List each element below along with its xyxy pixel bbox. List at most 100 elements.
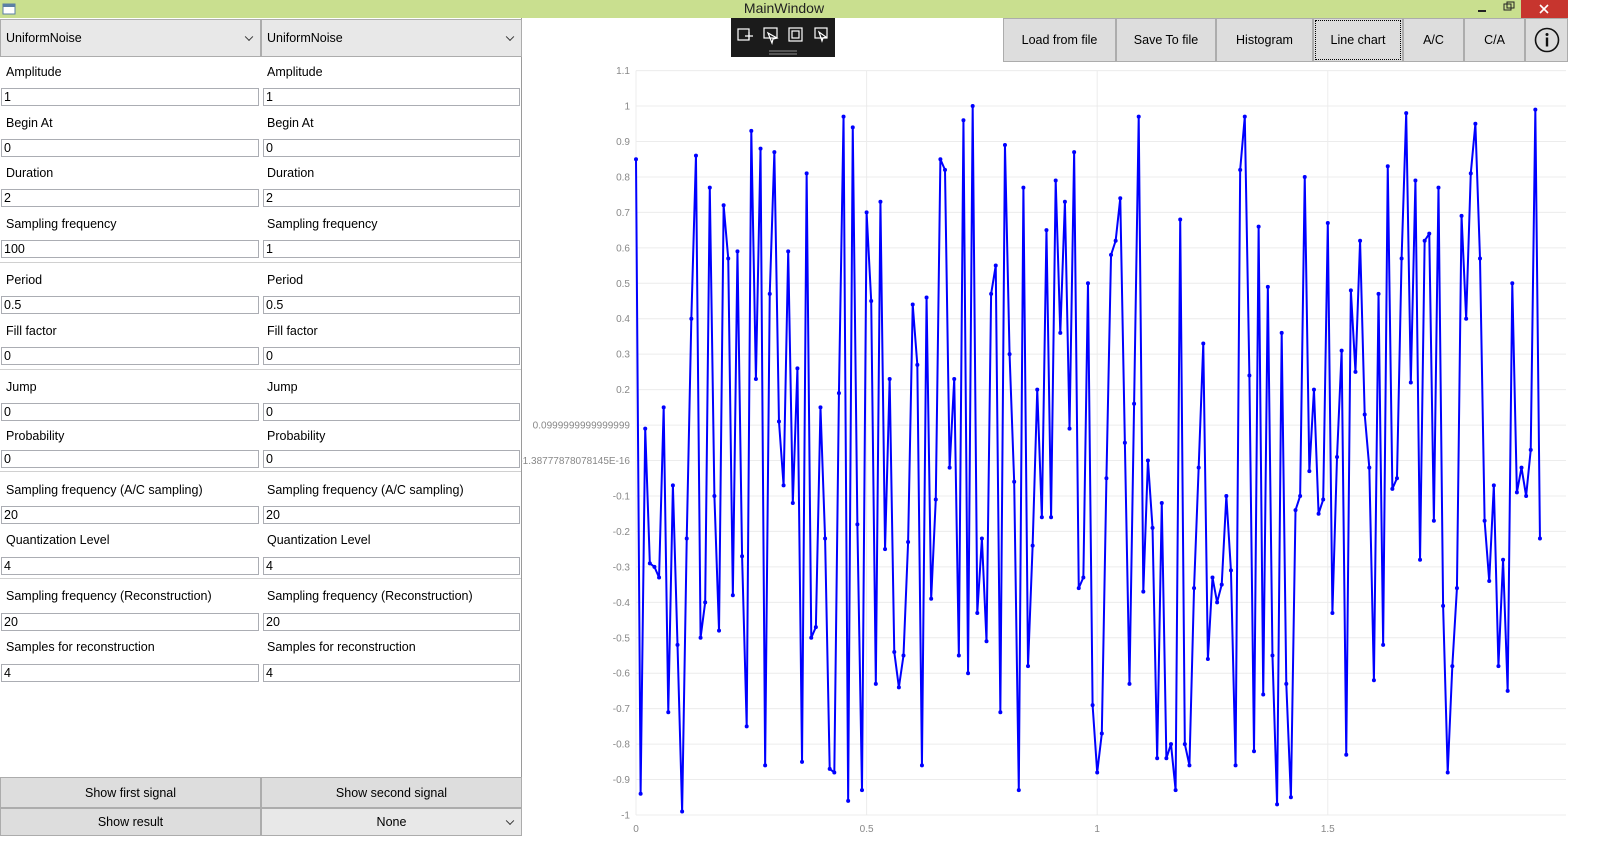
field-input[interactable]: 2 <box>1 189 259 207</box>
data-point <box>1528 447 1533 452</box>
data-point <box>740 554 745 559</box>
field-input[interactable]: 1 <box>263 240 520 258</box>
data-point <box>1344 752 1349 757</box>
field-label: Jump <box>267 380 298 394</box>
field-input[interactable]: 4 <box>263 664 520 682</box>
data-point <box>1026 664 1031 669</box>
data-point <box>666 710 671 715</box>
field-input[interactable]: 2 <box>263 189 520 207</box>
data-point <box>823 536 828 541</box>
field-label: Sampling frequency (Reconstruction) <box>6 589 212 603</box>
data-point <box>846 798 851 803</box>
y-tick-label: -1 <box>621 811 630 822</box>
data-point <box>1035 387 1040 392</box>
data-point <box>883 547 888 552</box>
field-input[interactable]: 20 <box>263 613 520 631</box>
toolbar-button[interactable]: A/C <box>1403 18 1464 62</box>
data-point <box>1252 749 1257 754</box>
field-input[interactable]: 0 <box>263 450 520 468</box>
operation-select[interactable]: None <box>261 808 522 836</box>
data-point <box>1537 536 1542 541</box>
y-tick-label: 0.5 <box>616 279 630 290</box>
field-input[interactable]: 1 <box>263 88 520 106</box>
field-input[interactable]: 4 <box>1 557 259 575</box>
data-point <box>1238 167 1243 172</box>
data-point <box>634 157 638 162</box>
data-point <box>1145 458 1150 463</box>
data-point <box>938 157 943 162</box>
x-tick-label: 1 <box>1094 824 1100 835</box>
data-point <box>892 649 897 654</box>
field-input[interactable]: 0 <box>1 403 259 421</box>
data-point <box>1325 221 1330 226</box>
data-point <box>1168 742 1173 747</box>
data-point <box>998 710 1003 715</box>
data-point <box>1039 515 1044 520</box>
data-point <box>989 291 994 296</box>
show-result-button[interactable]: Show result <box>0 808 261 836</box>
field-input[interactable]: 20 <box>1 506 259 524</box>
field-input[interactable]: 0 <box>263 403 520 421</box>
field-input[interactable]: 20 <box>1 613 259 631</box>
field-input[interactable]: 0 <box>263 347 520 365</box>
toolbar-button[interactable]: Line chart <box>1313 18 1403 62</box>
data-point <box>1339 348 1344 353</box>
data-point <box>1279 330 1284 335</box>
data-point <box>1085 281 1090 286</box>
data-point <box>675 642 680 647</box>
toolbar-button[interactable]: Histogram <box>1216 18 1313 62</box>
field-input[interactable]: 0.5 <box>263 296 520 314</box>
field-label: Period <box>6 273 43 287</box>
y-tick-label: -0.5 <box>613 633 631 644</box>
field-input[interactable]: 4 <box>263 557 520 575</box>
show-second-button[interactable]: Show second signal <box>261 777 522 808</box>
data-point <box>869 299 874 304</box>
data-point <box>1196 465 1201 470</box>
field-input[interactable]: 100 <box>1 240 259 258</box>
field-input[interactable]: 20 <box>263 506 520 524</box>
data-point <box>943 167 948 172</box>
data-point <box>1348 288 1353 293</box>
data-point <box>1362 412 1367 417</box>
x-tick-label: 1.5 <box>1321 824 1335 835</box>
field-input[interactable]: 0 <box>1 450 259 468</box>
data-point <box>1376 291 1381 296</box>
y-tick-label: 1.1 <box>616 66 630 77</box>
data-point <box>1044 228 1049 233</box>
data-point <box>1182 742 1187 747</box>
field-input[interactable]: 0.5 <box>1 296 259 314</box>
data-point <box>1381 642 1386 647</box>
data-point <box>1007 352 1012 357</box>
show-first-button[interactable]: Show first signal <box>0 777 261 808</box>
data-point <box>1122 440 1127 445</box>
signal-2-select[interactable]: UniformNoise <box>261 19 522 57</box>
data-point <box>1321 497 1326 502</box>
toolbar-button[interactable]: Load from file <box>1003 18 1116 62</box>
tool-select[interactable] <box>737 28 750 41</box>
data-point <box>647 561 652 566</box>
field-input[interactable]: 0 <box>1 347 259 365</box>
data-point <box>1371 678 1376 683</box>
field-input[interactable]: 0 <box>263 139 520 157</box>
chart-tools <box>731 18 835 57</box>
toolbar-button[interactable]: C/A <box>1464 18 1525 62</box>
toolbar-button[interactable]: Save To file <box>1116 18 1216 62</box>
field-label: Quantization Level <box>267 533 371 547</box>
data-point <box>1450 664 1455 669</box>
data-point <box>717 628 722 633</box>
info-button[interactable] <box>1525 18 1568 62</box>
data-point <box>1385 164 1390 169</box>
field-label: Probability <box>267 429 326 443</box>
signal-1-select[interactable]: UniformNoise <box>0 19 261 57</box>
data-point <box>652 564 657 569</box>
data-point <box>1367 465 1372 470</box>
tool-zoom[interactable] <box>788 27 803 42</box>
data-point <box>1090 703 1095 708</box>
field-input[interactable]: 4 <box>1 664 259 682</box>
field-input[interactable]: 0 <box>1 139 259 157</box>
data-point <box>703 600 708 605</box>
field-input[interactable]: 1 <box>1 88 259 106</box>
y-tick-label: 0.7 <box>616 208 630 219</box>
data-point <box>818 405 823 410</box>
data-point <box>1501 557 1506 562</box>
